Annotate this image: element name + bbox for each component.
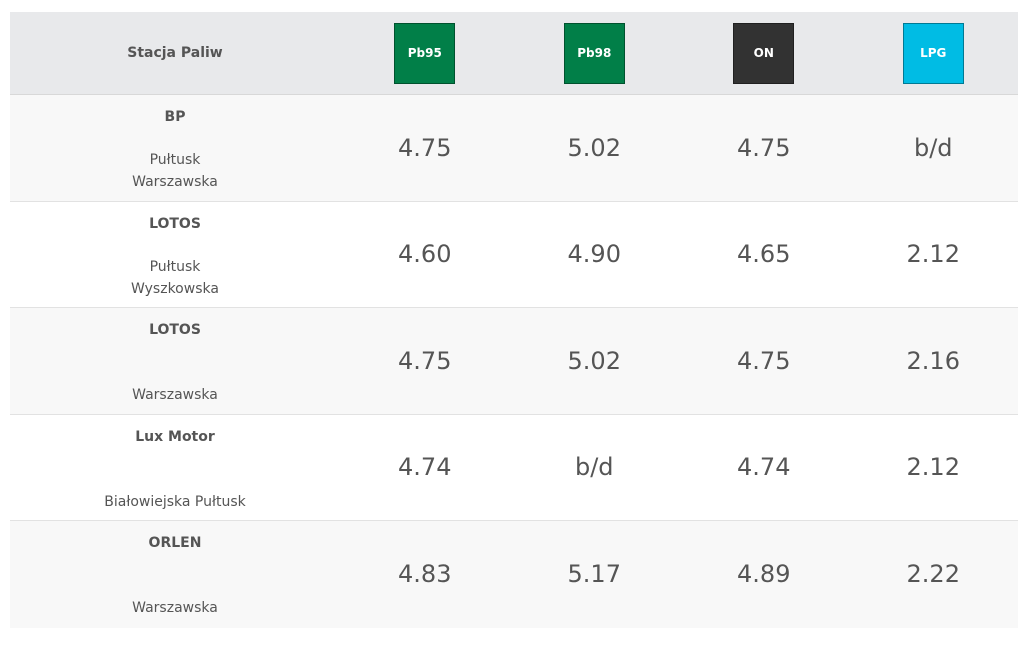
table-row: Lux Motor Białowiejska Pułtusk 4.74 b/d … xyxy=(10,414,1019,521)
price-value: 2.22 xyxy=(906,560,960,589)
fuel-badge-pb95: Pb95 xyxy=(394,22,456,84)
price-value: b/d xyxy=(574,453,614,482)
price-value: 4.83 xyxy=(398,560,452,589)
price-value: 2.16 xyxy=(906,346,960,375)
station-address-line: Pułtusk xyxy=(149,152,201,168)
station-cell: LOTOS Warszawska xyxy=(10,308,340,414)
station-address-line: Warszawska xyxy=(132,174,218,190)
price-cell-on: 4.65 xyxy=(679,202,849,308)
header-fuel-cell-pb95: Pb95 xyxy=(340,22,510,84)
station-cell: Lux Motor Białowiejska Pułtusk xyxy=(10,415,340,521)
station-address: Pułtusk Warszawska xyxy=(10,149,340,193)
station-cell: ORLEN Warszawska xyxy=(10,521,340,628)
station-cell: LOTOS Pułtusk Wyszkowska xyxy=(10,202,340,308)
station-address-line: Białowiejska Pułtusk xyxy=(104,493,246,510)
price-cell-pb98: 5.02 xyxy=(510,308,680,414)
price-cell-lpg: b/d xyxy=(849,95,1019,201)
price-value: 5.02 xyxy=(567,133,621,162)
station-address: Warszawska xyxy=(10,384,340,406)
header-fuel-cell-pb98: Pb98 xyxy=(510,22,680,84)
table-row: LOTOS Warszawska 4.75 5.02 4.75 2.16 xyxy=(10,308,1018,415)
header-fuel-cell-on: ON xyxy=(679,22,849,84)
price-cell-pb98: b/d xyxy=(510,415,680,521)
price-cell-lpg: 2.16 xyxy=(849,308,1019,414)
station-name: BP xyxy=(164,109,186,125)
station-name: ORLEN xyxy=(148,535,202,551)
table-header-row: Stacja Paliw Pb95 Pb98 ON LPG xyxy=(10,12,1018,95)
station-address-line: Warszawska xyxy=(132,387,218,403)
price-value: 4.74 xyxy=(737,453,791,482)
table-row: LOTOS Pułtusk Wyszkowska 4.60 4.90 4.65 … xyxy=(10,201,1019,308)
station-address: Pułtusk Wyszkowska xyxy=(10,256,340,300)
price-cell-lpg: 2.12 xyxy=(849,202,1019,308)
price-value: 4.90 xyxy=(567,240,621,269)
fuel-badge-lpg: LPG xyxy=(902,22,964,84)
price-value: 4.74 xyxy=(398,453,452,482)
station-cell: BP Pułtusk Warszawska xyxy=(10,95,340,201)
station-name: Lux Motor xyxy=(135,428,215,445)
price-value: 5.17 xyxy=(567,560,621,589)
price-value: 4.75 xyxy=(398,346,452,375)
price-value: 5.02 xyxy=(567,346,621,375)
header-station-label: Stacja Paliw xyxy=(127,44,223,61)
fuel-badge-on: ON xyxy=(733,22,795,84)
price-cell-pb95: 4.75 xyxy=(340,308,510,414)
price-cell-on: 4.74 xyxy=(679,415,849,521)
station-address-line: Pułtusk xyxy=(149,258,201,275)
fuel-badge-pb98: Pb98 xyxy=(563,22,625,84)
fuel-price-table: Stacja Paliw Pb95 Pb98 ON LPG BP Pułtusk… xyxy=(10,12,1018,628)
header-fuel-cell-lpg: LPG xyxy=(849,22,1019,84)
station-name: LOTOS xyxy=(149,215,201,232)
price-value: 4.89 xyxy=(737,560,791,589)
price-cell-lpg: 2.22 xyxy=(849,521,1019,628)
price-cell-on: 4.89 xyxy=(679,521,849,628)
station-address-line: Warszawska xyxy=(132,600,218,616)
station-address-line: Wyszkowska xyxy=(131,280,219,297)
price-cell-pb95: 4.60 xyxy=(340,202,510,308)
price-value: 4.75 xyxy=(737,133,791,162)
table-row: ORLEN Warszawska 4.83 5.17 4.89 2.22 xyxy=(10,521,1018,628)
price-value: 4.60 xyxy=(398,240,452,269)
price-value: 4.75 xyxy=(398,133,452,162)
price-cell-lpg: 2.12 xyxy=(849,415,1019,521)
price-cell-pb98: 5.02 xyxy=(510,95,680,201)
price-value: 4.75 xyxy=(737,346,791,375)
price-value: b/d xyxy=(913,133,953,162)
station-address: Warszawska xyxy=(10,597,340,619)
table-row: BP Pułtusk Warszawska 4.75 5.02 4.75 b/d xyxy=(10,95,1018,202)
station-name: LOTOS xyxy=(149,322,201,338)
price-cell-pb98: 4.90 xyxy=(510,202,680,308)
price-cell-pb98: 5.17 xyxy=(510,521,680,628)
price-cell-on: 4.75 xyxy=(679,95,849,201)
price-cell-on: 4.75 xyxy=(679,308,849,414)
station-address: Białowiejska Pułtusk xyxy=(10,491,340,513)
price-value: 2.12 xyxy=(906,453,960,482)
price-value: 2.12 xyxy=(906,240,960,269)
price-cell-pb95: 4.74 xyxy=(340,415,510,521)
price-cell-pb95: 4.83 xyxy=(340,521,510,628)
price-value: 4.65 xyxy=(737,240,791,269)
price-cell-pb95: 4.75 xyxy=(340,95,510,201)
header-station-cell: Stacja Paliw xyxy=(10,12,340,95)
